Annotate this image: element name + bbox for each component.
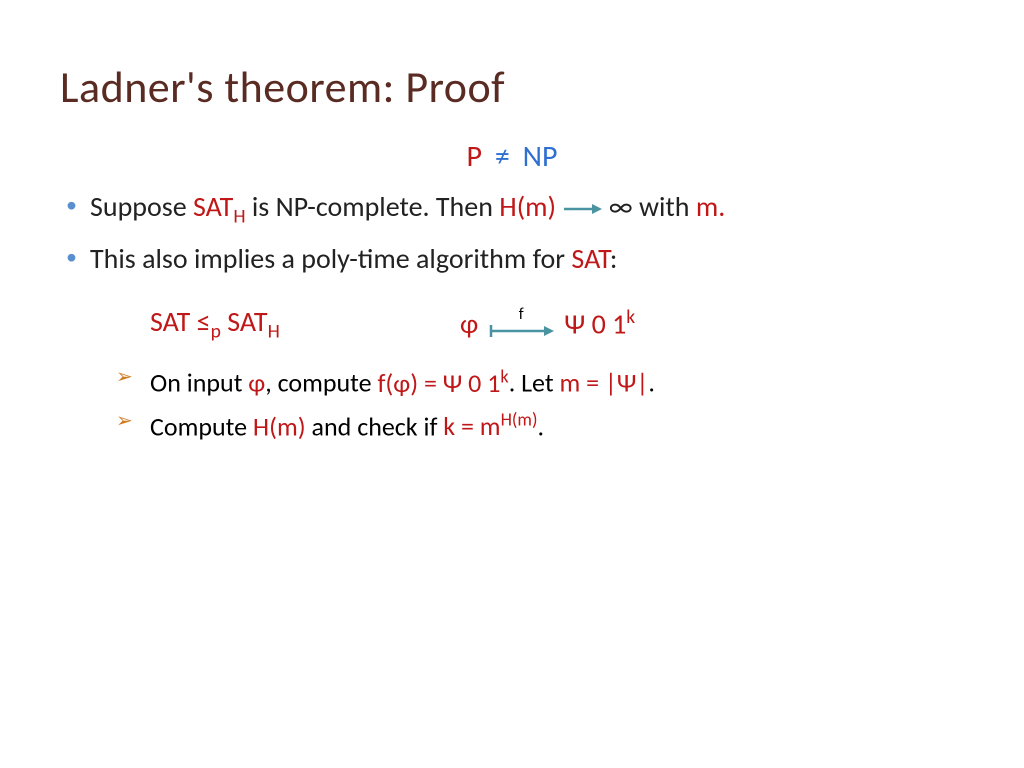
- s1-meq: m = |Ψ|: [559, 367, 648, 399]
- p-text: P: [467, 138, 483, 175]
- b1-t1: Suppose: [90, 189, 193, 224]
- sub-bullet-2: Compute H(m) and check if k = mH(m).: [116, 405, 964, 449]
- b1-sat-text: SAT: [193, 189, 233, 224]
- r-f-label: f: [519, 307, 524, 323]
- s1-phi: φ: [248, 367, 265, 399]
- neq-sign: ≠: [489, 138, 516, 175]
- s2-dot: .: [537, 410, 544, 442]
- reduction-map: φ f Ψ 0 1k: [460, 305, 635, 341]
- r-psi-text: Ψ 0 1: [564, 307, 626, 342]
- s2-t2: and check if: [306, 410, 444, 442]
- s2-t1: Compute: [150, 410, 253, 442]
- bullet-2: This also implies a poly-time algorithm …: [60, 239, 964, 280]
- np-text: NP: [523, 138, 558, 175]
- s2-keq-text: k = m: [443, 410, 500, 442]
- s1-t3: . Let: [509, 367, 560, 399]
- b1-t3: with: [633, 189, 696, 224]
- s1-f-text: f(φ) = Ψ 0 1: [377, 367, 500, 399]
- b1-hm: H(m): [499, 189, 556, 224]
- r-sat1: SAT: [150, 304, 190, 339]
- s1-sup-k: k: [500, 365, 508, 387]
- sub-bullet-1: On input φ, compute f(φ) = Ψ 0 1k. Let m…: [116, 361, 964, 405]
- b2-colon: :: [610, 241, 618, 276]
- s1-dot: .: [648, 367, 655, 399]
- s2-sup-hm: H(m): [501, 409, 538, 431]
- s2-hm: H(m): [253, 410, 306, 442]
- r-sub-p: p: [211, 319, 221, 343]
- r-sup-k: k: [626, 305, 635, 329]
- s1-t1: On input: [150, 367, 248, 399]
- s1-t2: , compute: [265, 367, 377, 399]
- r-psi: Ψ 0 1k: [564, 305, 635, 341]
- b1-sat: SATH: [193, 189, 246, 224]
- r-sat2: SAT: [227, 304, 267, 339]
- bullet-1: Suppose SATH is NP-complete. Then H(m) ∞…: [60, 187, 964, 231]
- mapsto-arrow-icon: [488, 323, 554, 339]
- hypothesis-p-neq-np: P ≠ NP: [60, 138, 964, 175]
- b2-sat: SAT: [571, 241, 610, 276]
- b1-m: m.: [696, 189, 725, 224]
- r-sub-h: H: [268, 319, 280, 343]
- r-leq: ≤: [190, 304, 210, 339]
- arrow-icon: [562, 200, 602, 218]
- reduction-left: SAT ≤p SATH: [150, 304, 460, 344]
- slide-title: Ladner's theorem: Proof: [60, 60, 964, 114]
- reduction-line: SAT ≤p SATH φ f Ψ 0 1k: [150, 304, 964, 344]
- b1-infinity: ∞: [609, 189, 633, 224]
- b2-t1: This also implies a poly-time algorithm …: [90, 241, 571, 276]
- b1-sub-h: H: [233, 205, 245, 229]
- r-phi: φ: [460, 306, 478, 341]
- s1-f: f(φ) = Ψ 0 1k: [377, 367, 508, 399]
- s2-keq: k = mH(m): [443, 410, 537, 442]
- b1-t2: is NP-complete. Then: [246, 189, 500, 224]
